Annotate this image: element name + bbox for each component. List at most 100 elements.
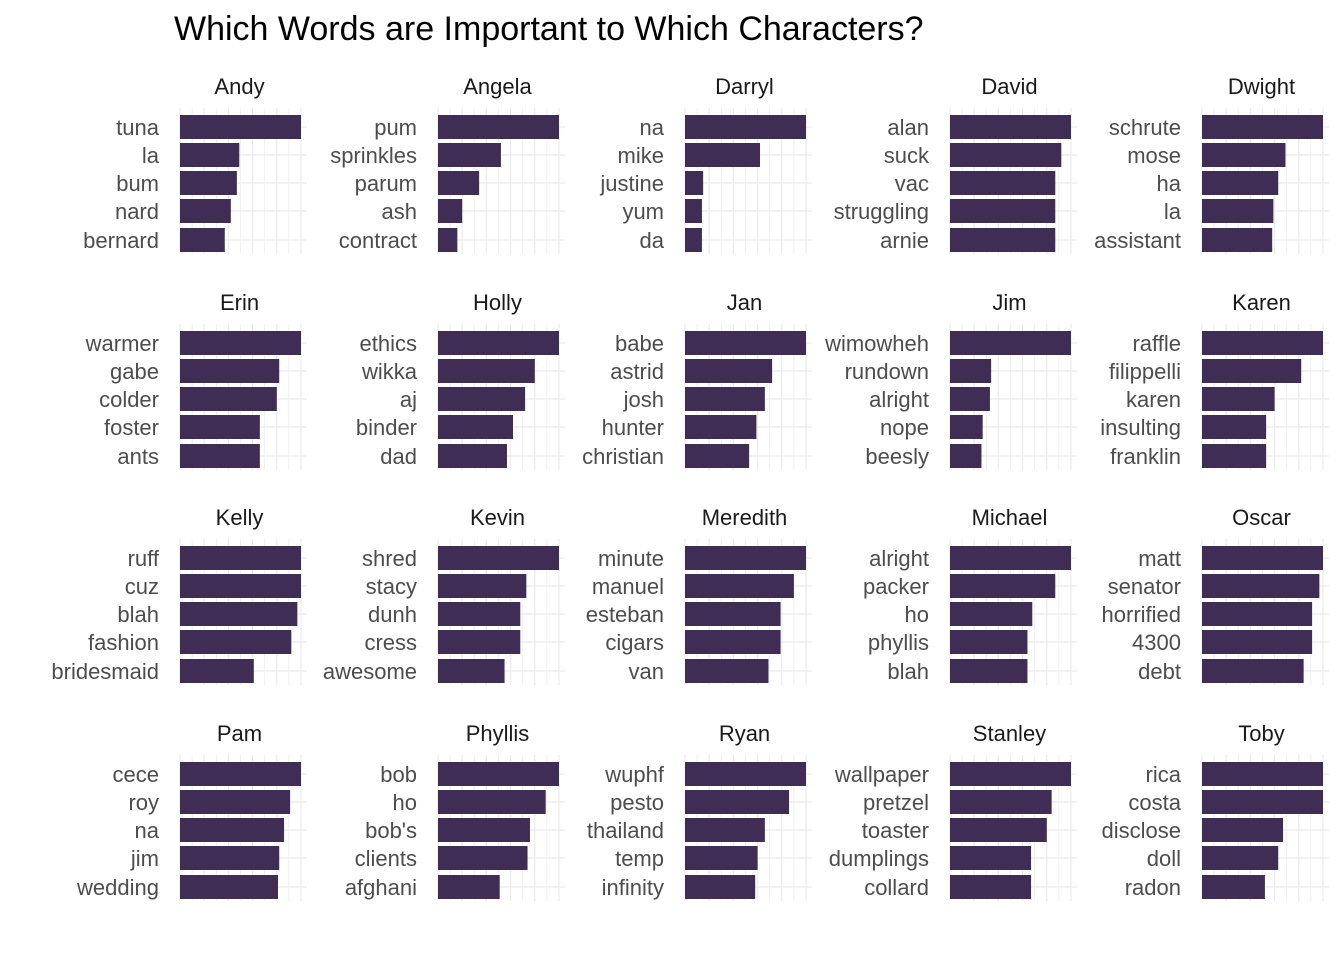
bar bbox=[1202, 846, 1279, 870]
tick-label: dunh bbox=[368, 602, 417, 627]
tick-label: filippelli bbox=[1109, 359, 1181, 384]
tick-label: roy bbox=[128, 790, 159, 815]
tick-label: mose bbox=[1127, 143, 1181, 168]
tick-label: gabe bbox=[110, 359, 159, 384]
facet-title: Jim bbox=[992, 290, 1026, 315]
tick-label: struggling bbox=[834, 199, 929, 224]
bar bbox=[685, 331, 806, 355]
facet-title: Darryl bbox=[715, 74, 774, 99]
tick-label: cuz bbox=[125, 574, 159, 599]
tick-label: insulting bbox=[1100, 415, 1181, 440]
bar bbox=[1202, 199, 1274, 223]
tick-label: awesome bbox=[323, 659, 417, 684]
bar bbox=[950, 818, 1047, 842]
tick-label: la bbox=[142, 143, 160, 168]
bar bbox=[950, 444, 982, 468]
facet-title: Toby bbox=[1238, 721, 1284, 746]
tick-label: horrified bbox=[1102, 602, 1181, 627]
bar bbox=[685, 875, 756, 899]
bar bbox=[180, 444, 260, 468]
tick-label: josh bbox=[623, 387, 664, 412]
tick-label: wikka bbox=[361, 359, 418, 384]
bar bbox=[180, 387, 277, 411]
tick-label: disclose bbox=[1102, 818, 1181, 843]
bar bbox=[438, 359, 535, 383]
bar bbox=[1202, 359, 1302, 383]
tick-label: rundown bbox=[845, 359, 929, 384]
tick-label: ethics bbox=[360, 331, 417, 356]
bar bbox=[950, 331, 1071, 355]
bar bbox=[180, 115, 301, 139]
bar bbox=[950, 199, 1056, 223]
tick-label: schrute bbox=[1109, 115, 1181, 140]
tick-label: wimowheh bbox=[824, 331, 929, 356]
tick-label: sprinkles bbox=[330, 143, 417, 168]
tick-label: clients bbox=[355, 846, 417, 871]
facet-title: Dwight bbox=[1228, 74, 1295, 99]
bar bbox=[180, 875, 279, 899]
bar bbox=[950, 659, 1028, 683]
facet-title: Oscar bbox=[1232, 505, 1291, 530]
tick-label: assistant bbox=[1094, 228, 1181, 253]
tick-label: ants bbox=[117, 444, 159, 469]
bar bbox=[438, 143, 501, 167]
bar bbox=[1202, 630, 1313, 654]
tick-label: pretzel bbox=[863, 790, 929, 815]
bar bbox=[438, 444, 507, 468]
bar bbox=[180, 331, 301, 355]
bar bbox=[950, 143, 1062, 167]
tick-label: na bbox=[640, 115, 665, 140]
bar bbox=[1202, 762, 1323, 786]
facet-title: Erin bbox=[220, 290, 259, 315]
bar bbox=[1202, 659, 1304, 683]
tick-label: bridesmaid bbox=[51, 659, 159, 684]
bar bbox=[438, 659, 505, 683]
tick-label: van bbox=[629, 659, 664, 684]
bar bbox=[950, 762, 1071, 786]
tick-label: blah bbox=[117, 602, 159, 627]
tick-label: blah bbox=[887, 659, 929, 684]
tick-label: dumplings bbox=[829, 846, 929, 871]
tick-label: radon bbox=[1125, 875, 1181, 900]
bar bbox=[1202, 228, 1273, 252]
bar bbox=[1202, 115, 1323, 139]
tick-label: esteban bbox=[586, 602, 664, 627]
bar bbox=[180, 602, 298, 626]
facet-title: David bbox=[981, 74, 1037, 99]
tick-label: manuel bbox=[592, 574, 664, 599]
tick-label: parum bbox=[355, 171, 417, 196]
tick-label: jim bbox=[130, 846, 159, 871]
tick-label: astrid bbox=[610, 359, 664, 384]
tick-label: bum bbox=[116, 171, 159, 196]
tick-label: rica bbox=[1146, 762, 1182, 787]
facet-title: Karen bbox=[1232, 290, 1291, 315]
bar bbox=[1202, 387, 1275, 411]
bar bbox=[950, 875, 1032, 899]
tick-label: wuphf bbox=[604, 762, 665, 787]
tick-label: mike bbox=[618, 143, 664, 168]
tick-label: cress bbox=[364, 630, 417, 655]
tick-label: cece bbox=[113, 762, 159, 787]
bar bbox=[685, 359, 773, 383]
tick-label: pesto bbox=[610, 790, 664, 815]
tick-label: binder bbox=[356, 415, 417, 440]
bar bbox=[685, 415, 757, 439]
tick-label: afghani bbox=[345, 875, 417, 900]
tick-label: ash bbox=[382, 199, 417, 224]
tick-label: stacy bbox=[366, 574, 417, 599]
tick-label: yum bbox=[622, 199, 664, 224]
bar bbox=[685, 143, 761, 167]
tick-label: pum bbox=[374, 115, 417, 140]
tick-label: wallpaper bbox=[834, 762, 929, 787]
tick-label: collard bbox=[864, 875, 929, 900]
bar bbox=[685, 574, 794, 598]
bar bbox=[1202, 415, 1267, 439]
bar bbox=[950, 115, 1071, 139]
bar bbox=[438, 630, 521, 654]
bar bbox=[950, 546, 1071, 570]
tick-label: toaster bbox=[862, 818, 929, 843]
bar bbox=[685, 228, 702, 252]
tick-label: da bbox=[640, 228, 665, 253]
bar bbox=[950, 630, 1028, 654]
facet-title: Ryan bbox=[719, 721, 770, 746]
